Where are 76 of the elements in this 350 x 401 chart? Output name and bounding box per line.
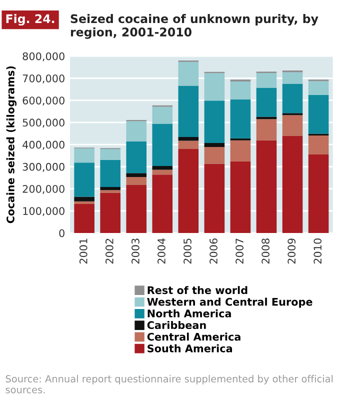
bar: [152, 124, 173, 166]
bar: [100, 192, 120, 233]
x-tick-label: 2004: [158, 238, 166, 264]
bar: [152, 170, 173, 175]
bar: [178, 137, 199, 141]
bar: [204, 164, 225, 233]
bar: [126, 141, 147, 174]
bar: [178, 62, 199, 86]
y-axis-title: Cocaine seized (kilograms): [6, 66, 17, 224]
x-tick-label: 2005: [184, 238, 192, 264]
bar: [308, 94, 329, 134]
bar: [204, 146, 225, 164]
bar: [308, 135, 329, 155]
chart-title: Seized cocaine of unknown purity, by region, 2001-2010: [70, 14, 318, 39]
bar: [308, 154, 329, 233]
bar: [230, 99, 251, 138]
y-tick-label: 400,000: [22, 140, 64, 150]
legend-label: South America: [148, 344, 232, 352]
bar: [74, 201, 94, 204]
bar: [230, 140, 251, 162]
y-tick-label: 700,000: [22, 74, 64, 84]
bar: [100, 187, 120, 190]
bar: [178, 140, 199, 149]
bar: [74, 204, 94, 233]
legend-label: Western and Central Europe: [147, 298, 312, 308]
bar: [256, 119, 277, 140]
legend-label: Central America: [147, 332, 240, 341]
bar: [282, 84, 303, 114]
bar: [178, 86, 199, 138]
x-tick-label: 2008: [262, 238, 270, 264]
x-tick-label: 2007: [236, 238, 244, 264]
bar: [308, 81, 329, 95]
bar: [100, 148, 120, 160]
source-note: Source: Annual report questionnaire supplemented by other official sources.: [6, 374, 333, 394]
y-tick-label: 0: [59, 229, 64, 238]
bar: [230, 82, 251, 100]
bar: [282, 72, 303, 84]
legend-label: Rest of the world: [148, 286, 248, 294]
bar: [100, 160, 120, 187]
bar: [282, 115, 303, 136]
bar: [126, 185, 147, 233]
bar: [230, 161, 251, 233]
x-tick-label: 2003: [132, 238, 140, 264]
bar: [126, 177, 147, 186]
bar: [74, 196, 94, 202]
x-tick-label: 2006: [210, 238, 218, 264]
x-tick-label: 2002: [105, 238, 114, 264]
bar: [100, 190, 120, 193]
bar: [178, 148, 199, 233]
bar: [204, 143, 225, 147]
y-tick-label: 300,000: [22, 162, 64, 172]
y-tick-label: 600,000: [22, 96, 64, 106]
bar: [204, 73, 225, 101]
bar: [256, 72, 277, 88]
bar: [282, 136, 303, 233]
legend-label: Caribbean: [147, 320, 206, 330]
bar: [204, 100, 225, 144]
y-tick-label: 100,000: [23, 207, 64, 216]
y-tick-label: 800,000: [22, 52, 64, 62]
bar: [152, 174, 173, 233]
bar: [74, 148, 94, 163]
bar: [74, 162, 94, 197]
bar: [256, 116, 277, 120]
bar: [152, 106, 173, 124]
y-tick-label: 500,000: [22, 118, 64, 128]
bar: [256, 140, 277, 233]
legend-label: North America: [148, 309, 231, 318]
bar: [152, 166, 173, 170]
x-tick-label: 2001: [79, 238, 88, 264]
x-tick-label: 2010: [314, 238, 322, 264]
caption: Fig. 24.: [6, 14, 54, 26]
x-tick-label: 2009: [288, 238, 296, 264]
bar: [126, 121, 147, 142]
bar: [256, 88, 277, 117]
bar: [126, 173, 147, 178]
y-tick-label: 200,000: [22, 184, 64, 194]
